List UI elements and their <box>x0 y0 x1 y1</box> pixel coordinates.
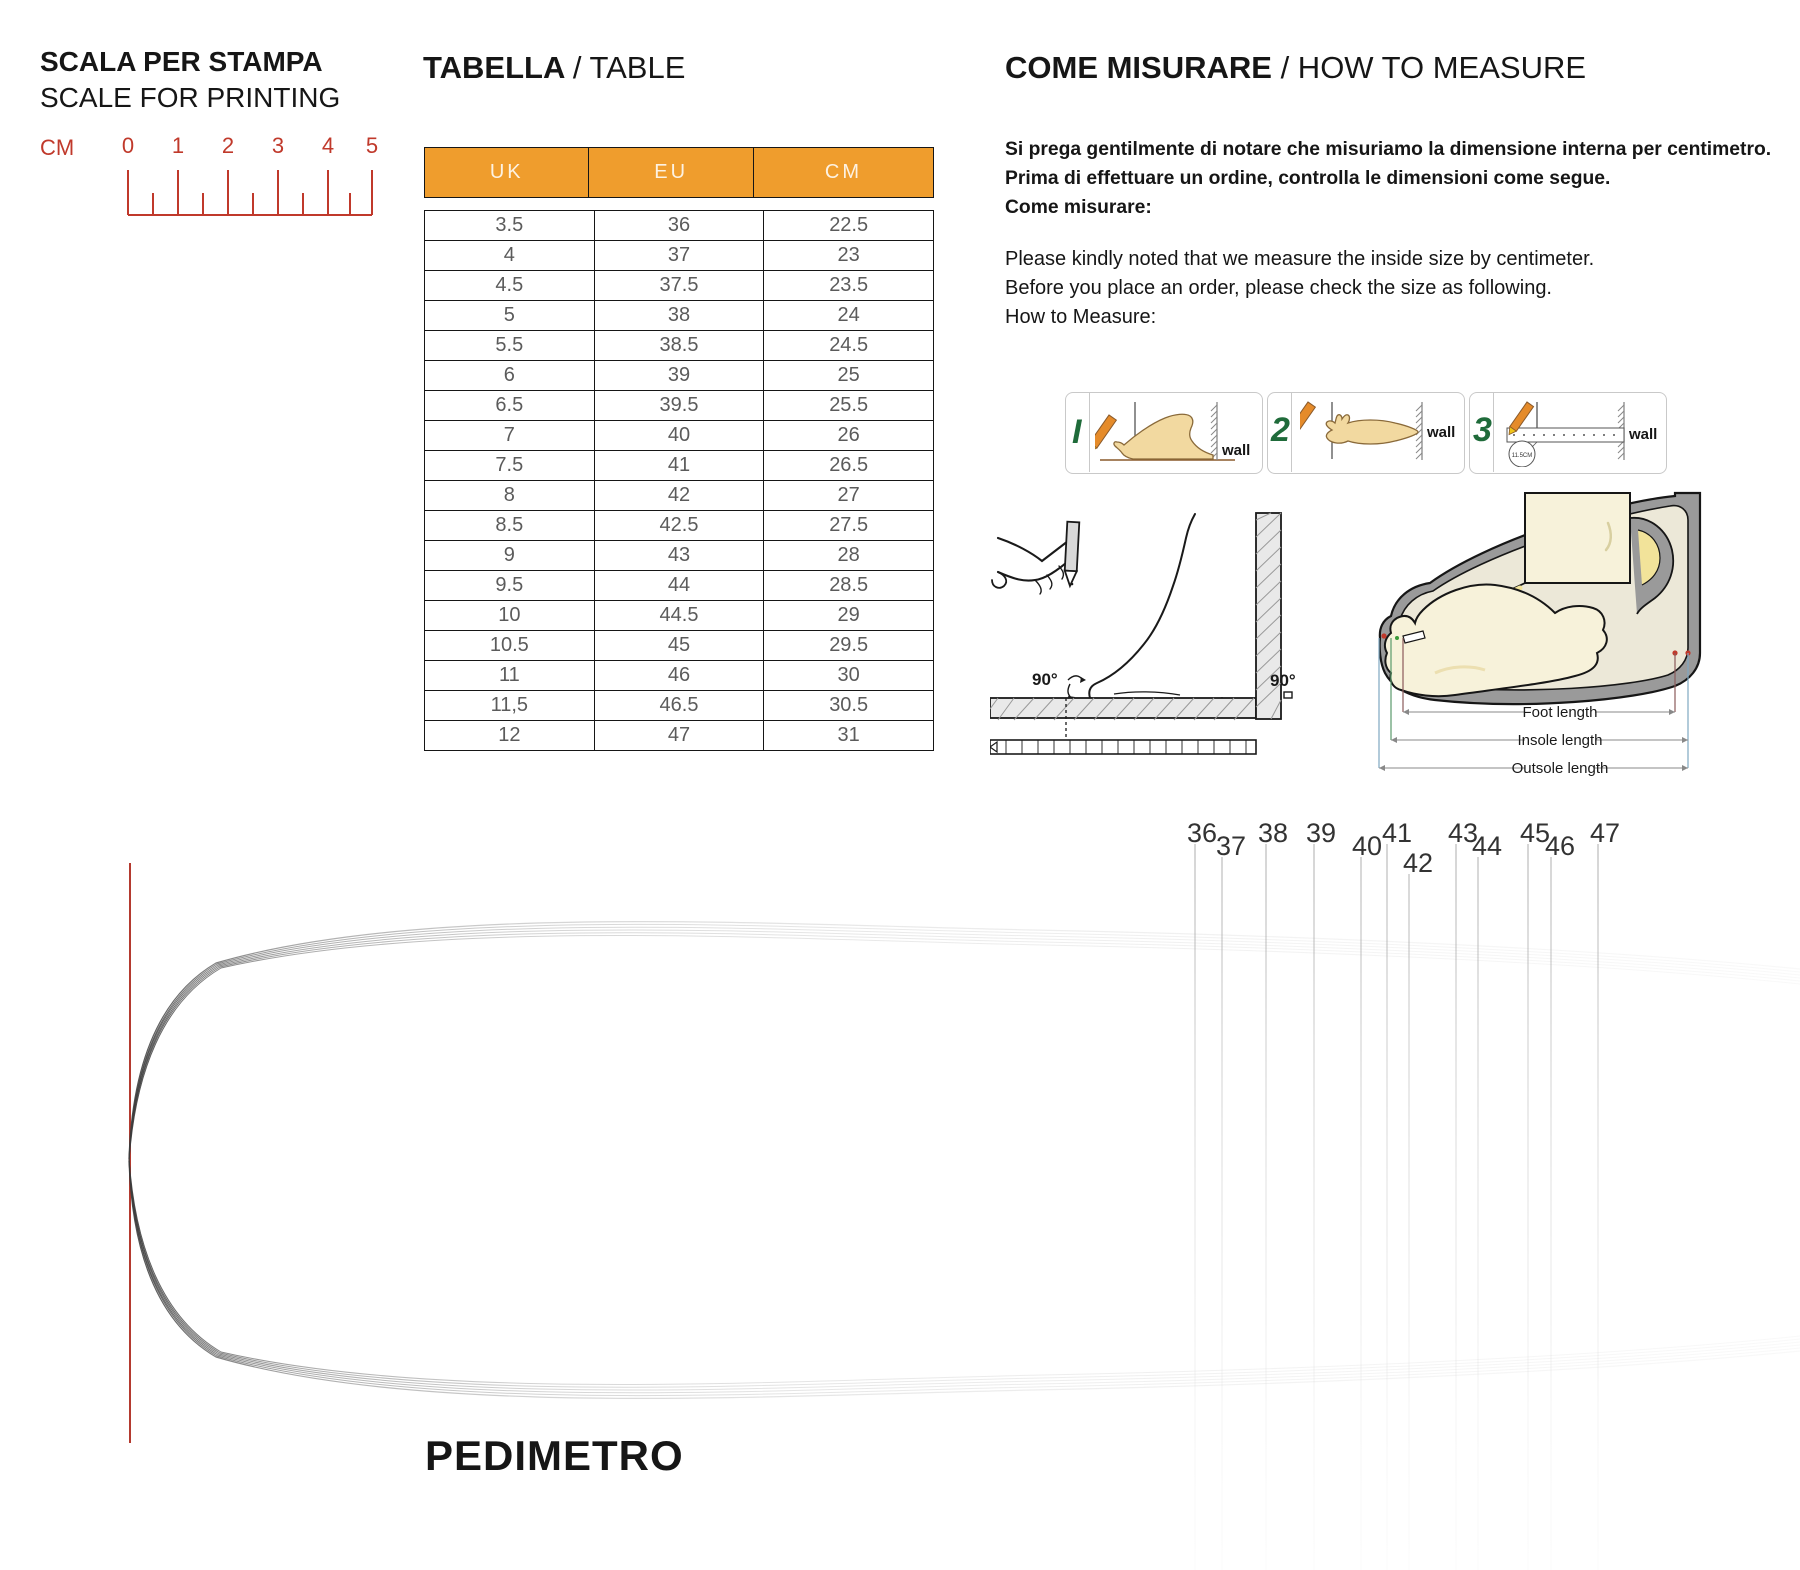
svg-text:Insole length: Insole length <box>1517 732 1602 749</box>
svg-text:5: 5 <box>366 135 378 158</box>
svg-text:90°: 90° <box>1032 670 1058 689</box>
svg-text:0: 0 <box>122 135 134 158</box>
svg-text:3: 3 <box>272 135 284 158</box>
svg-text:11.5CM: 11.5CM <box>1512 453 1533 459</box>
svg-text:wall: wall <box>1426 424 1455 441</box>
svg-text:42: 42 <box>1403 848 1433 878</box>
svg-text:40: 40 <box>1352 831 1382 861</box>
svg-text:wall: wall <box>1628 426 1657 443</box>
svg-text:Outsole length: Outsole length <box>1512 760 1609 777</box>
svg-text:36: 36 <box>1187 818 1217 848</box>
svg-text:47: 47 <box>1590 818 1620 848</box>
svg-text:37: 37 <box>1216 831 1246 861</box>
svg-text:CM: CM <box>40 135 74 160</box>
svg-text:39: 39 <box>1306 818 1336 848</box>
svg-text:41: 41 <box>1382 818 1412 848</box>
svg-text:90°: 90° <box>1270 671 1296 690</box>
svg-text:2: 2 <box>222 135 234 158</box>
svg-text:44: 44 <box>1472 831 1502 861</box>
svg-text:4: 4 <box>322 135 334 158</box>
svg-text:38: 38 <box>1258 818 1288 848</box>
svg-text:1: 1 <box>172 135 184 158</box>
svg-text:wall: wall <box>1221 442 1250 459</box>
svg-text:Foot length: Foot length <box>1522 704 1597 721</box>
svg-text:46: 46 <box>1545 831 1575 861</box>
